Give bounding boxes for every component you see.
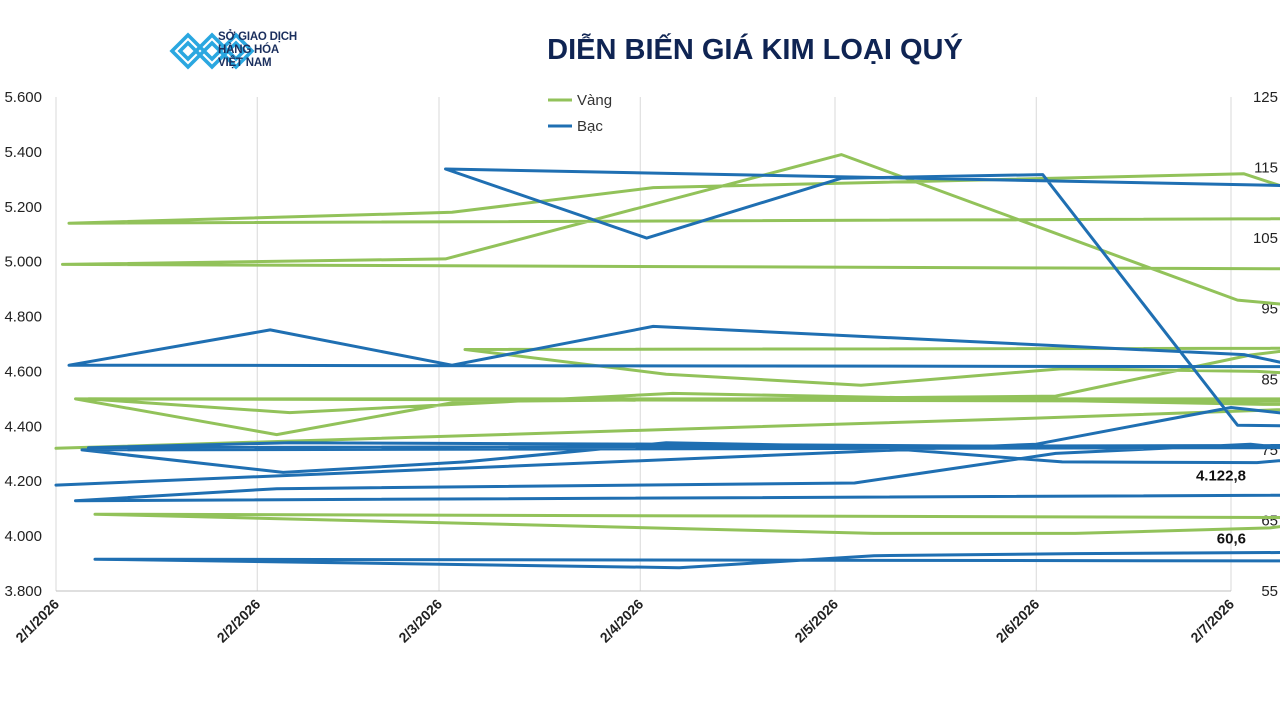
x-tick-label: 2/4/2026 — [597, 596, 647, 646]
left-y-tick-label: 5.000 — [4, 254, 42, 271]
left-y-tick-label: 4.200 — [4, 473, 42, 490]
right-y-tick-label: 95 — [1261, 301, 1278, 318]
x-tick-label: 2/2/2026 — [214, 596, 264, 646]
x-tick-label: 2/5/2026 — [791, 596, 841, 646]
legend-label: Vàng — [577, 92, 612, 109]
x-tick-label: 2/7/2026 — [1187, 596, 1237, 646]
right-y-tick-label: 55 — [1261, 583, 1278, 600]
logo-line-3: VIỆT NAM — [218, 57, 272, 69]
right-y-tick-label: 85 — [1261, 371, 1278, 388]
x-tick-label: 2/3/2026 — [395, 596, 445, 646]
logo-line-2: HÀNG HÓA — [218, 44, 280, 56]
logo-line-1: SỞ GIAO DỊCH — [218, 31, 297, 43]
left-y-tick-label: 5.200 — [4, 199, 42, 216]
x-tick-label: 2/1/2026 — [12, 596, 62, 646]
left-y-tick-label: 4.400 — [4, 418, 42, 435]
end-value-label: 60,6 — [1217, 530, 1246, 547]
series-line-bac — [54, 167, 1280, 570]
left-y-tick-label: 5.400 — [4, 144, 42, 161]
left-y-tick-label: 4.000 — [4, 528, 42, 545]
hnx-logo-icon — [169, 32, 255, 70]
right-y-tick-label: 115 — [1254, 160, 1278, 177]
left-y-tick-label: 3.800 — [4, 583, 42, 600]
right-y-tick-label: 105 — [1253, 230, 1278, 247]
chart-title: DIỄN BIẾN GIÁ KIM LOẠI QUÝ — [547, 34, 963, 66]
legend-label: Bạc — [577, 118, 603, 135]
right-y-tick-label: 125 — [1253, 89, 1278, 106]
logo-wordmark: SỞ GIAO DỊCH HÀNG HÓA VIỆT NAM — [218, 31, 297, 70]
x-tick-label: 2/6/2026 — [993, 596, 1043, 646]
end-value-label: 4.122,8 — [1196, 467, 1246, 484]
left-y-tick-label: 4.800 — [4, 309, 42, 326]
left-y-tick-label: 4.600 — [4, 363, 42, 380]
left-y-tick-label: 5.600 — [4, 89, 42, 106]
